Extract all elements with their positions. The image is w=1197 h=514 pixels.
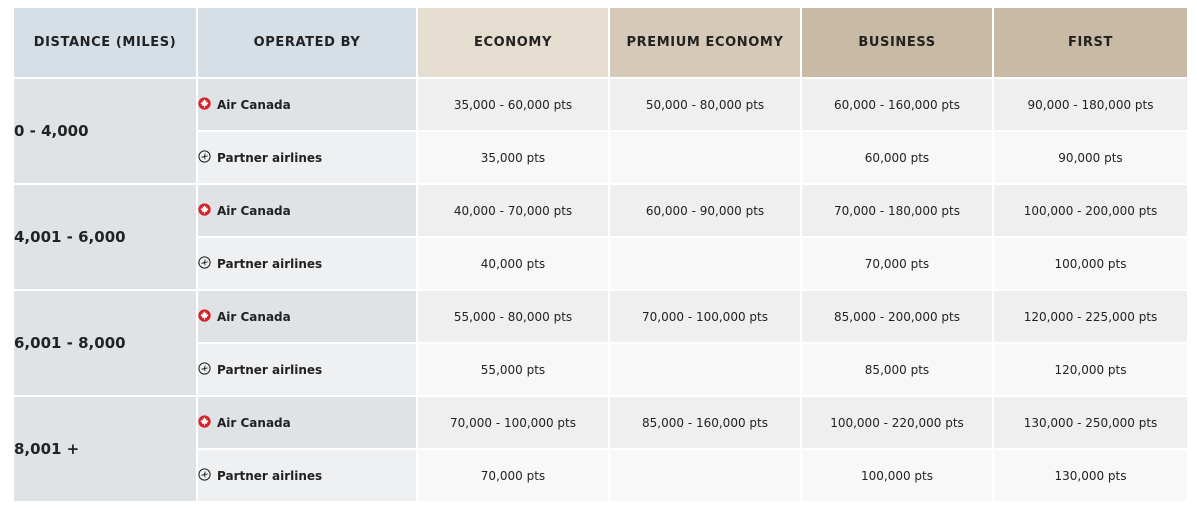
operator-label: Partner airlines	[217, 468, 323, 483]
table-row: 6,001 - 8,000 Air Canada 55,000 - 80,000 p…	[12, 289, 1189, 397]
points-economy: 35,000 pts	[416, 130, 610, 185]
points-business: 60,000 pts	[800, 130, 994, 185]
header-premium-economy: PREMIUM ECONOMY	[608, 6, 802, 79]
operator-cell: Air Canada	[196, 183, 418, 238]
table-row: Partner airlines 55,000 pts 85,000 pts 120,…	[13, 342, 1189, 397]
maple-leaf-icon	[198, 202, 211, 219]
operator-cell: Partner airlines	[196, 342, 418, 397]
points-economy: 55,000 pts	[416, 342, 610, 397]
table-row: Partner airlines 35,000 pts 60,000 pts 90,0…	[13, 130, 1189, 185]
distance-band: 8,001 +	[12, 395, 198, 503]
airplane-circle-icon	[198, 255, 211, 272]
header-business: BUSINESS	[800, 6, 994, 79]
points-business: 70,000 - 180,000 pts	[800, 183, 994, 238]
points-business: 100,000 - 220,000 pts	[800, 395, 994, 450]
operator-label: Air Canada	[217, 97, 291, 112]
header-economy: ECONOMY	[416, 6, 610, 79]
airplane-circle-icon	[198, 467, 211, 484]
points-premium-economy: 50,000 - 80,000 pts	[608, 77, 802, 132]
operator-cell: Air Canada	[196, 395, 418, 450]
points-premium-economy	[608, 130, 802, 185]
points-premium-economy	[608, 236, 802, 291]
points-first: 100,000 pts	[992, 236, 1189, 291]
table-row: 4,001 - 6,000 Air Canada 40,000 - 70,000 p…	[12, 183, 1189, 291]
points-first: 120,000 - 225,000 pts	[992, 289, 1189, 344]
operator-cell: Partner airlines	[196, 236, 418, 291]
points-first: 130,000 - 250,000 pts	[992, 395, 1189, 450]
points-premium-economy: 85,000 - 160,000 pts	[608, 395, 802, 450]
operator-label: Air Canada	[217, 203, 291, 218]
header-distance: DISTANCE (MILES)	[12, 6, 198, 79]
distance-band: 0 - 4,000	[12, 77, 198, 185]
operator-label: Partner airlines	[217, 150, 323, 165]
points-first: 100,000 - 200,000 pts	[992, 183, 1189, 238]
distance-band: 6,001 - 8,000	[12, 289, 198, 397]
airplane-circle-icon	[198, 361, 211, 378]
maple-leaf-icon	[198, 96, 211, 113]
table-row: 0 - 4,000 Air Canada 35,000 - 60,000 pts 50…	[12, 77, 1189, 185]
operator-cell: Air Canada	[196, 77, 418, 132]
points-business: 60,000 - 160,000 pts	[800, 77, 994, 132]
points-premium-economy	[608, 448, 802, 503]
points-business: 85,000 - 200,000 pts	[800, 289, 994, 344]
operator-cell: Partner airlines	[196, 448, 418, 503]
points-economy: 55,000 - 80,000 pts	[416, 289, 610, 344]
operator-label: Partner airlines	[217, 256, 323, 271]
points-first: 90,000 pts	[992, 130, 1189, 185]
table-row: Partner airlines 70,000 pts 100,000 pts 130…	[13, 448, 1189, 503]
points-premium-economy: 70,000 - 100,000 pts	[608, 289, 802, 344]
table-row: 8,001 + Air Canada 70,000 - 100,000 pts 85,…	[12, 395, 1189, 503]
header-first: FIRST	[992, 6, 1189, 79]
points-first: 130,000 pts	[992, 448, 1189, 503]
header-operated-by: OPERATED BY	[196, 6, 418, 79]
airplane-circle-icon	[198, 149, 211, 166]
points-first: 120,000 pts	[992, 342, 1189, 397]
operator-cell: Air Canada	[196, 289, 418, 344]
distance-band: 4,001 - 6,000	[12, 183, 198, 291]
points-economy: 40,000 - 70,000 pts	[416, 183, 610, 238]
table-row: Partner airlines 40,000 pts 70,000 pts 100,…	[13, 236, 1189, 291]
operator-cell: Partner airlines	[196, 130, 418, 185]
points-economy: 35,000 - 60,000 pts	[416, 77, 610, 132]
points-economy: 70,000 pts	[416, 448, 610, 503]
header-row: DISTANCE (MILES) OPERATED BY ECONOMY PRE…	[12, 6, 1189, 79]
operator-label: Partner airlines	[217, 362, 323, 377]
points-economy: 40,000 pts	[416, 236, 610, 291]
award-chart-table: DISTANCE (MILES) OPERATED BY ECONOMY PRE…	[12, 6, 1189, 503]
points-business: 100,000 pts	[800, 448, 994, 503]
maple-leaf-icon	[198, 308, 211, 325]
points-premium-economy: 60,000 - 90,000 pts	[608, 183, 802, 238]
points-premium-economy	[608, 342, 802, 397]
points-economy: 70,000 - 100,000 pts	[416, 395, 610, 450]
operator-label: Air Canada	[217, 309, 291, 324]
maple-leaf-icon	[198, 414, 211, 431]
operator-label: Air Canada	[217, 415, 291, 430]
points-business: 85,000 pts	[800, 342, 994, 397]
points-business: 70,000 pts	[800, 236, 994, 291]
points-first: 90,000 - 180,000 pts	[992, 77, 1189, 132]
